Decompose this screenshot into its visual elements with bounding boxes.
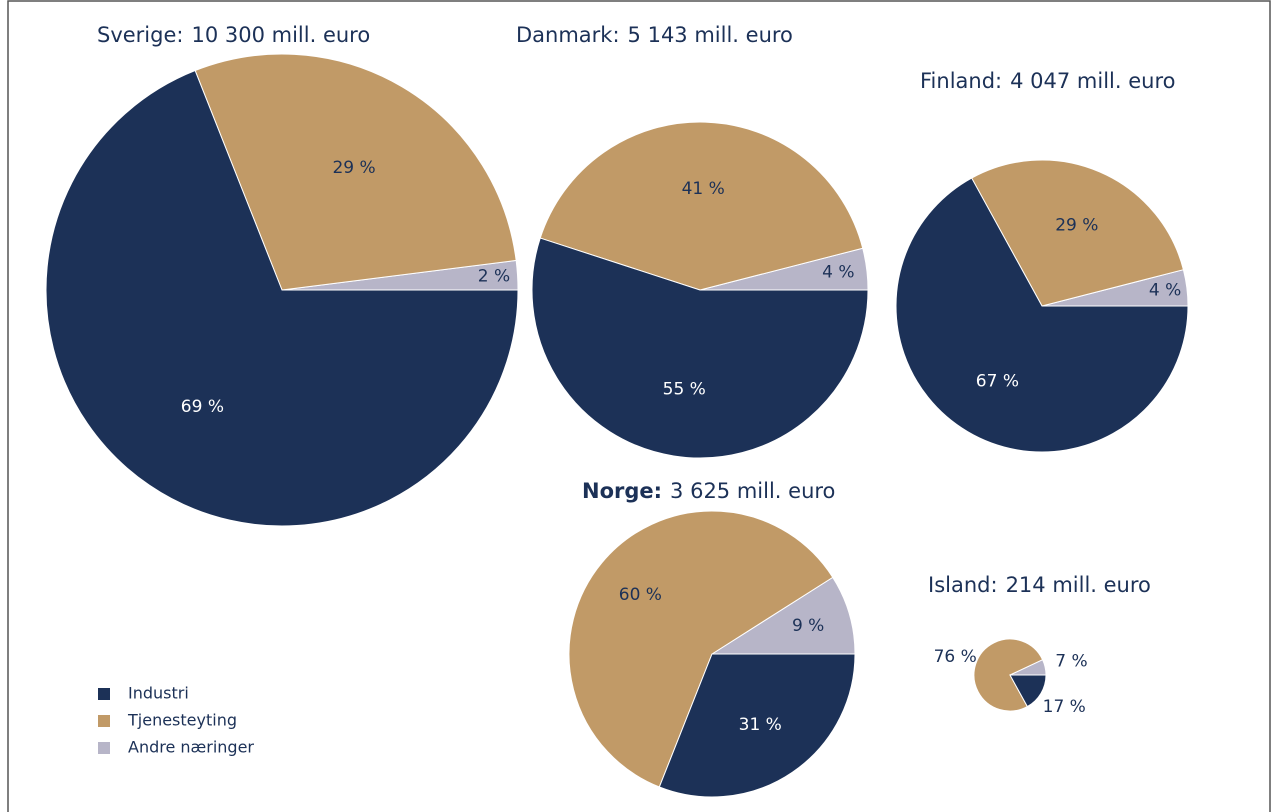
data-label: 67 % bbox=[976, 371, 1019, 391]
data-label: 4 % bbox=[1149, 280, 1181, 300]
data-label: 55 % bbox=[663, 380, 706, 400]
pie-slice bbox=[539, 121, 864, 291]
pie-slice bbox=[658, 653, 856, 798]
data-label: 17 % bbox=[1043, 697, 1086, 717]
data-label: 69 % bbox=[181, 397, 224, 417]
pie-title: Finland: 4 047 mill. euro bbox=[920, 69, 1175, 93]
pie-title-amount: 10 300 mill. euro bbox=[191, 23, 370, 47]
pie-title-amount: 214 mill. euro bbox=[1006, 573, 1151, 597]
data-label: 2 % bbox=[478, 267, 510, 287]
pie-title-amount: 4 047 mill. euro bbox=[1010, 69, 1175, 93]
pie-title-amount: 3 625 mill. euro bbox=[670, 479, 835, 503]
data-label: 9 % bbox=[792, 616, 824, 636]
data-label: 31 % bbox=[739, 715, 782, 735]
pie-slice bbox=[710, 576, 856, 655]
pie-title: Island: 214 mill. euro bbox=[928, 573, 1151, 597]
pie-title-name: Danmark: bbox=[516, 23, 620, 47]
data-label: 29 % bbox=[332, 158, 375, 178]
pie-slice bbox=[45, 69, 519, 527]
pie-title: Sverige: 10 300 mill. euro bbox=[97, 23, 370, 47]
data-label: 7 % bbox=[1055, 651, 1087, 671]
data-label: 4 % bbox=[822, 263, 854, 283]
legend-swatch bbox=[98, 688, 110, 700]
pie-slice bbox=[973, 638, 1044, 712]
pie-title-name: Finland: bbox=[920, 69, 1002, 93]
legend-label: Tjenesteyting bbox=[127, 711, 237, 730]
pie-title-name: Norge: bbox=[582, 479, 662, 503]
frame bbox=[7, 0, 1271, 812]
pie-title: Norge: 3 625 mill. euro bbox=[582, 479, 835, 503]
pie-slice bbox=[194, 53, 517, 291]
pie-slice bbox=[1009, 674, 1047, 708]
data-label: 60 % bbox=[619, 585, 662, 605]
pie-title-amount: 5 143 mill. euro bbox=[628, 23, 793, 47]
pie-slice bbox=[970, 159, 1185, 307]
pie-slice bbox=[568, 510, 834, 788]
pie-slice bbox=[895, 177, 1189, 453]
data-label: 29 % bbox=[1055, 216, 1098, 236]
pie-title-name: Sverige: bbox=[97, 23, 183, 47]
legend-label: Industri bbox=[128, 684, 189, 703]
pie-title-name: Island: bbox=[928, 573, 998, 597]
legend-swatch bbox=[98, 742, 110, 754]
data-label: 76 % bbox=[934, 647, 977, 667]
data-label: 41 % bbox=[682, 179, 725, 199]
pie-title: Danmark: 5 143 mill. euro bbox=[516, 23, 793, 47]
legend-swatch bbox=[98, 715, 110, 727]
legend-label: Andre næringer bbox=[128, 738, 254, 757]
pie-slice bbox=[531, 237, 869, 459]
